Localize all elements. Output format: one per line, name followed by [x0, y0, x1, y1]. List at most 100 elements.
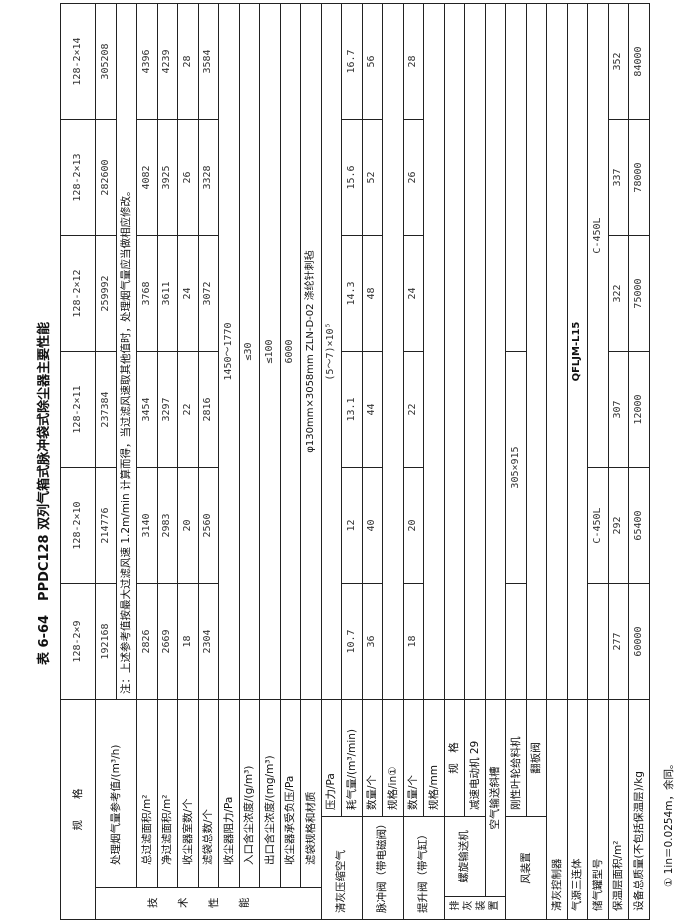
table-row: 设备总质量(不包括保温层)/kg 60000 65400 12000 75000… [628, 3, 649, 920]
merged-cell: C-450L [587, 3, 608, 468]
cell: 24 [177, 235, 198, 352]
row-label: 收尘器室数/个 [177, 699, 198, 888]
empty-cell [464, 3, 485, 700]
cell: 36 [362, 583, 383, 700]
row-label: 翻板阀 [526, 699, 547, 817]
table-row: 储气罐型号 C-450L C-450L [587, 3, 608, 920]
cell: 26 [403, 119, 424, 236]
cell: 4396 [136, 3, 157, 120]
cell: 16.7 [341, 3, 362, 120]
cell: 28 [403, 3, 424, 120]
cell: 2816 [198, 351, 219, 468]
cell: 305208 [95, 3, 116, 120]
merged-cell: φ130mm×3058mm ZLN-D-02 涤纶针刺毡 [300, 3, 321, 700]
row-label: 设备总质量(不包括保温层)/kg [628, 699, 649, 920]
table-row: 气源三连体 QFLJM-L15 [567, 3, 588, 920]
cell: 3328 [198, 119, 219, 236]
row-label: 滤袋总数/个 [198, 699, 219, 888]
cell: 14.3 [341, 235, 362, 352]
model-header: 128-2×14 [60, 3, 96, 120]
cell: 13.1 [341, 351, 362, 468]
cell: 4239 [157, 3, 178, 120]
note-cell: 注：上述参考值按最大过滤风速 1.2m/min 计算而得，当过滤风速取其他值时，… [116, 3, 137, 700]
cell: 2983 [157, 467, 178, 584]
cell: 10.7 [341, 583, 362, 700]
empty-cell [444, 3, 465, 700]
row-label: 数量/个 [403, 699, 424, 817]
cell: 12 [341, 467, 362, 584]
merged-cell: ≤30 [239, 3, 260, 700]
cell: 22 [177, 351, 198, 468]
cell: 307 [608, 351, 629, 468]
table-row: 排灰装置 螺旋输送机 规 格 [444, 3, 506, 920]
cell: 3072 [198, 235, 219, 352]
table-row: 翻板阀 [526, 3, 547, 920]
cell: 2304 [198, 583, 219, 700]
empty-cell [587, 583, 608, 700]
table-title: 表 6-64 PPDC128 双列气箱式脉冲袋式除尘器主要性能 [33, 308, 52, 665]
table-row: 耗气量/(m³/min) 10.7 12 13.1 14.3 15.6 16.7 [341, 3, 362, 920]
merged-cell: QFLJM-L15 [567, 3, 588, 700]
merged-cell: 305×915 [505, 351, 526, 584]
cell: 84000 [628, 3, 649, 120]
row-label: 净过滤面积/m² [157, 699, 178, 888]
cell: 192168 [95, 583, 116, 700]
row-label: 规格/in① [382, 699, 403, 817]
row-label: 刚性叶轮给料机 [505, 699, 526, 817]
table-row: 净过滤面积/m² 2669 2983 3297 3611 3925 4239 [157, 3, 178, 920]
cell: 2669 [157, 583, 178, 700]
cell: 3925 [157, 119, 178, 236]
header-row: 规 格 128-2×9 128-2×10 128-2×11 128-2×12 1… [60, 3, 96, 920]
cell: 292 [608, 467, 629, 584]
row-label: 耗气量/(m³/min) [341, 699, 362, 817]
cell: 60000 [628, 583, 649, 700]
row-label: 空气输送斜槽 [485, 699, 506, 897]
merged-cell: 1450～1770 [218, 3, 239, 700]
model-header: 128-2×12 [60, 235, 96, 352]
cell: 352 [608, 3, 629, 120]
row-label: 数量/个 [362, 699, 383, 817]
cell: C-450L [587, 467, 608, 584]
merged-cell: ≤100 [259, 3, 280, 700]
cell: 18 [177, 583, 198, 700]
group-fan-device: 风装置 [505, 816, 547, 920]
table-row: 技术性能 处理烟气量参考值/(m³/h) 192168 214776 23738… [95, 3, 321, 920]
table-number: 表 6-64 [37, 614, 52, 665]
merged-cell: 6000 [280, 3, 301, 700]
cell: 20 [177, 467, 198, 584]
table-row: 风装置 刚性叶轮给料机 305×915 [505, 3, 547, 920]
table-row: 滤袋总数/个 2304 2560 2816 3072 3328 3584 [198, 3, 219, 920]
cell: 237384 [95, 351, 116, 468]
cell: 18 [403, 583, 424, 700]
row-label: 规格/mm [423, 699, 444, 817]
cell: 2560 [198, 467, 219, 584]
cell: 26 [177, 119, 198, 236]
empty-cell [526, 3, 547, 700]
model-header: 128-2×13 [60, 119, 96, 236]
cell: 3140 [136, 467, 157, 584]
group-lift-valve: 提升阀（带气缸） [403, 816, 444, 920]
table-row: 规格/mm [423, 3, 444, 920]
row-label: 总过滤面积/m² [136, 699, 157, 888]
model-header: 128-2×11 [60, 351, 96, 468]
cell: 214776 [95, 467, 116, 584]
group-technical-performance: 技术性能 [95, 887, 321, 920]
row-label: 减速电动机 29 [464, 699, 485, 817]
cell: 3768 [136, 235, 157, 352]
row-label: 气源三连体 [567, 699, 588, 920]
cell: 2826 [136, 583, 157, 700]
table-row: 清灰控制器 [546, 3, 567, 920]
group-pulse-valve: 脉冲阀（带电磁阀） [362, 816, 403, 920]
empty-cell [505, 3, 526, 352]
cell: 12000 [628, 351, 649, 468]
cell: 52 [362, 119, 383, 236]
cell: 28 [177, 3, 198, 120]
group-discharge: 排灰装置 [444, 896, 506, 920]
empty-cell [505, 583, 526, 700]
group-cleaning-air: 清灰压缩空气 [321, 816, 362, 920]
table-row: 入口含尘浓度/(g/m³) ≤30 [239, 3, 260, 920]
table-row: 出口含尘浓度/(mg/m³) ≤100 [259, 3, 280, 920]
cell: 75000 [628, 235, 649, 352]
cell: 15.6 [341, 119, 362, 236]
table-row: 滤袋规格和材质 φ130mm×3058mm ZLN-D-02 涤纶针刺毡 [300, 3, 321, 920]
